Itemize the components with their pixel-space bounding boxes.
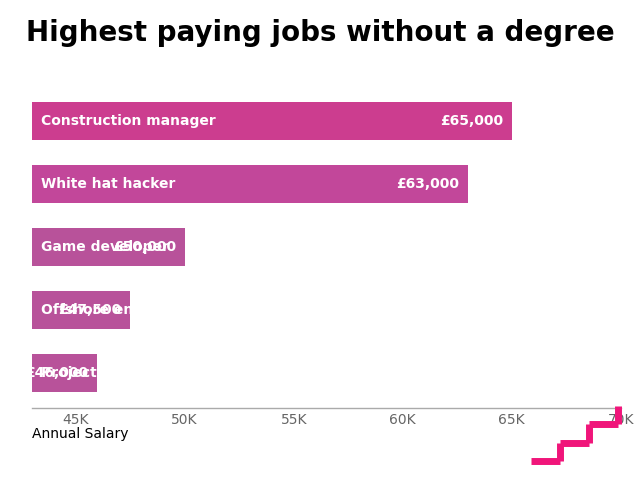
Bar [32, 228, 185, 266]
Text: Annual Salary: Annual Salary [32, 427, 129, 441]
Bar [32, 102, 512, 140]
Text: Highest paying jobs without a degree: Highest paying jobs without a degree [26, 19, 614, 47]
Text: £46,000: £46,000 [26, 366, 89, 380]
Text: £65,000: £65,000 [440, 114, 503, 128]
Text: Offshore energy: Offshore energy [41, 303, 168, 317]
Text: Game developer: Game developer [41, 240, 169, 254]
Bar [32, 354, 97, 392]
Text: £63,000: £63,000 [396, 177, 460, 191]
Text: Project manager: Project manager [41, 366, 171, 380]
Bar [32, 291, 130, 329]
Text: £50,000: £50,000 [113, 240, 176, 254]
Text: Construction manager: Construction manager [41, 114, 216, 128]
Text: White hat hacker: White hat hacker [41, 177, 175, 191]
Text: £47,500: £47,500 [58, 303, 122, 317]
Bar [32, 165, 468, 203]
